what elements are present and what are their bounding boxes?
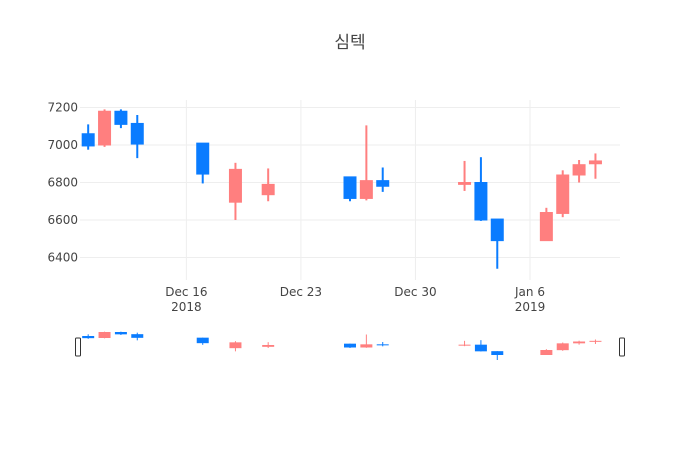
candle-body <box>343 176 357 199</box>
candle <box>539 207 553 242</box>
candle-body <box>228 168 242 203</box>
mini-candle <box>98 331 111 339</box>
candle-body <box>359 180 373 199</box>
candle <box>556 170 570 218</box>
x-tick-label: Dec 23 <box>280 285 322 299</box>
mini-candle <box>360 334 373 348</box>
candle <box>359 125 373 201</box>
mini-candle-body <box>131 334 144 338</box>
y-tick-label: 6600 <box>47 213 78 227</box>
candle <box>81 124 95 150</box>
mini-candle-body <box>458 344 471 346</box>
candles <box>81 109 602 269</box>
candle-body <box>458 182 472 185</box>
candle <box>376 167 390 192</box>
mini-candle <box>344 343 356 348</box>
candle <box>572 160 586 183</box>
y-tick-label: 7200 <box>47 101 78 115</box>
mini-candle <box>491 351 504 360</box>
mini-candle-body <box>229 342 242 349</box>
mini-candle-body <box>262 345 275 347</box>
mini-candle <box>262 342 275 348</box>
mini-candle <box>458 340 471 347</box>
x-tick-label: Dec 30 <box>394 285 436 299</box>
mini-candle <box>540 349 553 355</box>
candle <box>458 160 472 191</box>
range-slider[interactable] <box>75 330 625 362</box>
mini-candle <box>573 340 586 345</box>
candle-body <box>572 164 586 176</box>
candle <box>130 115 144 159</box>
candle-body <box>474 182 488 221</box>
candle-body <box>376 180 390 187</box>
candle <box>114 109 128 129</box>
candle-body <box>539 212 553 242</box>
mini-candle-body <box>114 332 127 335</box>
mini-candle <box>474 340 487 352</box>
mini-candle-body <box>589 340 602 342</box>
mini-candle-body <box>573 341 586 344</box>
slider-left-handle[interactable] <box>75 337 81 357</box>
mini-candle <box>196 337 209 345</box>
mini-candle-body <box>82 336 95 339</box>
slider-right-handle[interactable] <box>619 337 625 357</box>
mini-candle-body <box>98 332 111 338</box>
candle <box>196 142 210 184</box>
mini-candle-body <box>540 350 553 355</box>
mini-candle-body <box>376 344 389 346</box>
mini-candle <box>114 331 127 335</box>
mini-candle <box>589 339 602 344</box>
candle <box>343 176 357 202</box>
mini-candle <box>376 342 389 347</box>
candle-body <box>114 110 128 125</box>
x-tick-label: Jan 6 <box>514 285 545 299</box>
y-tick-label: 6800 <box>47 176 78 190</box>
mini-candle-body <box>360 344 373 348</box>
candle <box>474 157 488 221</box>
x-tick-year-label: 2019 <box>515 300 546 314</box>
candle-body <box>130 122 144 145</box>
y-tick-label: 7000 <box>47 138 78 152</box>
chart-title: 심텍 <box>334 33 365 53</box>
x-tick-label: Dec 16 <box>165 285 207 299</box>
candle-body <box>196 142 210 175</box>
candle-body <box>98 110 112 146</box>
y-axis: 6400 6600 6800 7000 7200 <box>47 101 78 265</box>
mini-candle <box>229 341 242 352</box>
candle <box>261 168 275 202</box>
candle-body <box>556 174 570 214</box>
x-tick-year-label: 2018 <box>171 300 202 314</box>
candle <box>490 218 504 269</box>
candle-body <box>490 218 504 242</box>
y-tick-label: 6400 <box>47 251 78 265</box>
candle-body <box>81 133 95 147</box>
mini-candle-body <box>344 343 356 348</box>
candle <box>588 153 602 179</box>
mini-candle <box>556 342 569 351</box>
mini-candle-body <box>556 343 569 351</box>
mini-candle-body <box>474 344 487 352</box>
candle-body <box>588 160 602 165</box>
mini-candle-body <box>196 337 209 344</box>
mini-candle-body <box>491 351 504 355</box>
candle <box>228 162 242 220</box>
candle <box>98 109 112 147</box>
mini-candle <box>82 334 95 339</box>
mini-candle <box>131 332 144 341</box>
candle-body <box>261 183 275 196</box>
